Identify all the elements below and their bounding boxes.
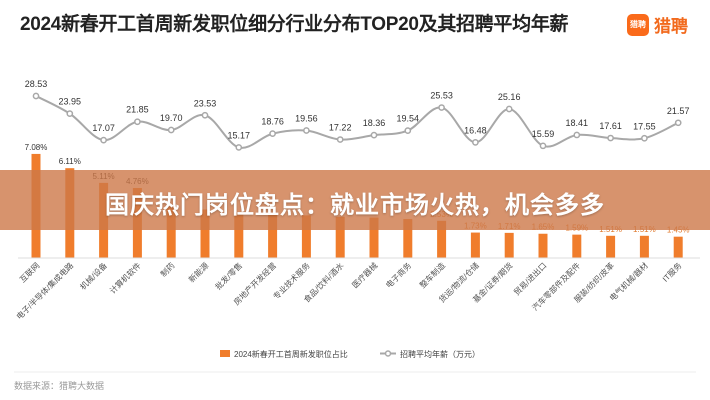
bar-label: 6.11% bbox=[59, 157, 81, 166]
salary-point bbox=[370, 131, 378, 139]
bar bbox=[234, 212, 244, 258]
salary-point bbox=[134, 118, 141, 126]
bar bbox=[639, 235, 649, 258]
category-tick-label: 制药 bbox=[158, 260, 176, 278]
category-tick-label: 贸易/进出口 bbox=[511, 260, 548, 297]
salary-label: 16.48 bbox=[464, 125, 487, 135]
salary-label: 18.76 bbox=[261, 117, 284, 127]
salary-point bbox=[472, 139, 479, 146]
overlay-banner-text: 国庆热门岗位盘点：就业市场火热，机会多多 bbox=[105, 192, 605, 219]
category-tick-label: IT服务 bbox=[660, 260, 683, 283]
bar bbox=[572, 234, 582, 258]
bar bbox=[673, 236, 683, 258]
salary-point bbox=[438, 104, 445, 111]
bar bbox=[606, 235, 616, 258]
salary-label: 25.53 bbox=[430, 91, 453, 101]
salary-point bbox=[336, 136, 344, 143]
salary-label: 21.85 bbox=[126, 105, 149, 115]
category-tick-label: 电子/半导体/集成电路 bbox=[14, 260, 75, 321]
salary-point bbox=[641, 134, 648, 142]
category-tick-label: 批发/零售 bbox=[213, 260, 244, 291]
salary-label: 15.59 bbox=[532, 129, 555, 139]
category-tick-label: 新能源 bbox=[186, 260, 210, 284]
salary-point bbox=[66, 110, 74, 117]
salary-label: 18.41 bbox=[566, 118, 589, 128]
salary-label: 19.54 bbox=[397, 114, 420, 124]
bar bbox=[470, 232, 480, 258]
salary-point bbox=[269, 130, 276, 137]
salary-point bbox=[607, 134, 614, 142]
salary-label: 17.22 bbox=[329, 123, 352, 133]
category-tick-label: 电子商务 bbox=[384, 260, 414, 290]
salary-point bbox=[100, 136, 107, 144]
salary-label: 19.70 bbox=[160, 113, 183, 123]
bar bbox=[335, 216, 345, 258]
salary-point bbox=[235, 144, 243, 151]
bar bbox=[369, 217, 379, 258]
salary-label: 19.56 bbox=[295, 114, 318, 124]
salary-label: 17.07 bbox=[92, 123, 115, 133]
brand-logo: 猎聘 猎聘 bbox=[627, 12, 688, 37]
salary-label: 21.57 bbox=[667, 106, 690, 116]
bar bbox=[166, 206, 176, 258]
salary-point bbox=[167, 126, 175, 134]
bar-label: 7.08% bbox=[25, 143, 48, 152]
category-tick-label: 医疗器械 bbox=[350, 260, 380, 290]
legend-swatch-bar bbox=[220, 350, 230, 357]
category-tick-label: 互联网 bbox=[18, 261, 41, 284]
salary-point bbox=[505, 105, 513, 113]
bar-label: 1.45% bbox=[667, 226, 690, 235]
legend-label-line: 招聘平均年薪（万元） bbox=[400, 349, 480, 359]
legend-label-bar: 2024新春开工首周新发职位占比 bbox=[234, 349, 348, 359]
salary-label: 18.36 bbox=[363, 118, 386, 128]
salary-point bbox=[539, 142, 547, 150]
bar bbox=[504, 232, 514, 258]
salary-point bbox=[674, 119, 682, 127]
salary-label: 23.95 bbox=[59, 97, 82, 107]
data-source: 数据来源：猎聘大数据 bbox=[14, 381, 105, 391]
salary-point bbox=[201, 111, 209, 119]
bar bbox=[268, 213, 278, 258]
bar bbox=[538, 233, 548, 258]
salary-label: 17.55 bbox=[633, 121, 656, 131]
salary-label: 23.53 bbox=[194, 98, 217, 108]
category-tick-label: 机械/设备 bbox=[78, 260, 109, 291]
salary-label: 17.61 bbox=[599, 121, 622, 131]
salary-point bbox=[32, 92, 40, 100]
category-tick-label: 计算机软件 bbox=[107, 260, 142, 295]
category-tick-label: 整车制造 bbox=[417, 260, 447, 290]
logo-icon: 猎聘 bbox=[627, 13, 649, 36]
overlay-banner bbox=[0, 170, 710, 230]
bar bbox=[301, 215, 311, 258]
bar bbox=[437, 220, 447, 258]
bar bbox=[403, 219, 413, 258]
logo-mark-text: 猎聘 bbox=[630, 20, 646, 29]
salary-label: 25.16 bbox=[498, 92, 521, 102]
logo-text: 猎聘 bbox=[654, 17, 688, 36]
bar bbox=[200, 209, 210, 258]
salary-label: 28.53 bbox=[25, 79, 48, 89]
chart-title: 2024新春开工首周新发职位细分行业分布TOP20及其招聘平均年薪 bbox=[20, 14, 569, 35]
salary-label: 15.17 bbox=[228, 130, 251, 140]
salary-point bbox=[303, 127, 310, 134]
legend-swatch-point bbox=[384, 350, 392, 357]
salary-point bbox=[404, 127, 412, 134]
salary-point bbox=[573, 131, 581, 139]
